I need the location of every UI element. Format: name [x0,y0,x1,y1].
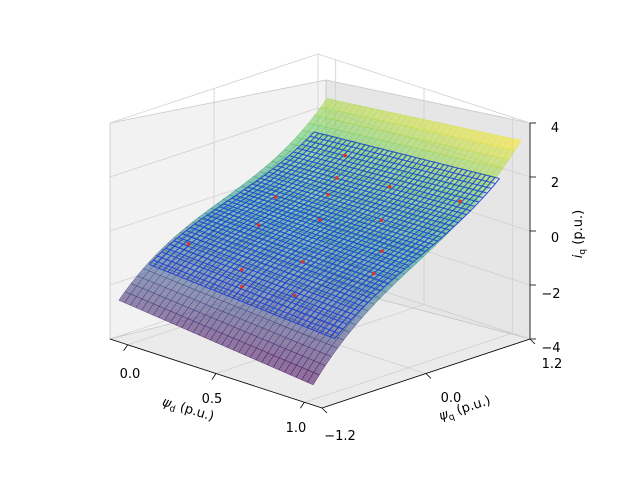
overlay-line-y [182,233,368,304]
y-tick-label-2: 1.2 [542,357,563,372]
overlay-line-y [305,139,492,189]
overlay-line-y [161,251,348,325]
y-tick-label-1: 0.0 [441,391,462,406]
overlay-line-y [223,203,410,267]
z-tick-label-3: 2 [551,176,559,191]
x-tick-label-1: 0.5 [202,392,223,407]
scatter-point [343,153,347,158]
overlay-line-y [285,158,471,212]
scatter-point [186,242,191,246]
overlay-line-y [313,131,500,180]
scatter-point [387,184,392,189]
overlay-line-y [194,223,381,292]
scatter-points [186,153,462,298]
overlay-line-y [165,247,352,321]
overlay-line-y [231,197,418,260]
overlay-line-y [198,220,385,288]
overlay-line-y [153,259,340,335]
scatter-point [240,284,244,289]
scatter-point [301,259,305,264]
overlay-line-y [309,135,496,185]
scatter-point [273,195,278,199]
overlay-mesh [148,131,500,340]
scatter-point [326,192,330,197]
x-tick-mark [300,402,305,409]
overlay-line-y [186,230,373,300]
overlay-line-y [215,208,401,274]
scatter-point [318,218,322,222]
x-tick-mark [211,373,217,380]
overlay-line-y [219,206,405,270]
overlay-line-y [272,168,459,224]
scatter-point [458,199,462,204]
overlay-line-y [280,161,467,216]
scatter-point [380,249,384,253]
z-tick-label-0: −4 [541,341,560,356]
z-tick-label-4: 4 [551,121,559,136]
scatter-point [371,271,376,276]
y-tick-mark [321,407,328,414]
scatter-point [239,267,244,272]
overlay-line-y [169,243,356,316]
overlay-line-y [235,194,422,256]
overlay-line-y [239,192,426,253]
overlay-line-y [178,236,364,308]
x-tick-label-2: 1.0 [286,421,307,436]
overlay-line-y [202,217,389,284]
overlay-line-y [210,211,397,277]
x-tick-label-0: 0.0 [120,367,141,382]
overlay-line-y [293,151,480,203]
z-tick-label-2: 0 [551,231,559,246]
overlay-line-y [289,155,475,207]
overlay-line-y [268,171,455,227]
scatter-point [379,218,384,223]
overlay-line-y [276,165,463,220]
y-tick-mark [425,373,432,379]
x-tick-mark [123,344,128,351]
overlay-line-y [190,226,377,296]
z-axis-label: iq (p.u.) [571,210,588,258]
overlay-line-y [157,255,344,330]
scatter-point [334,176,339,180]
y-tick-label-0: −1.2 [324,429,356,444]
overlay-line-y [256,180,443,239]
scatter-point [256,223,261,227]
overlay-line-y [149,263,336,340]
overlay-line-y [247,186,434,246]
overlay-line-y [252,183,438,242]
overlay-line-y [260,177,447,235]
z-tick-label-1: −2 [541,287,560,302]
surface-patch [509,138,522,151]
tick-marks [123,122,536,414]
overlay-line-y [243,189,430,249]
overlay-line-y [297,147,484,199]
overlay-line-y [206,214,393,281]
overlay-line-y [301,143,488,194]
y-tick-mark [529,338,536,345]
svg-text:iq (p.u.): iq (p.u.) [571,210,588,258]
overlay-line-y [264,174,451,231]
scatter-point [293,293,297,298]
overlay-line-y [173,240,360,312]
